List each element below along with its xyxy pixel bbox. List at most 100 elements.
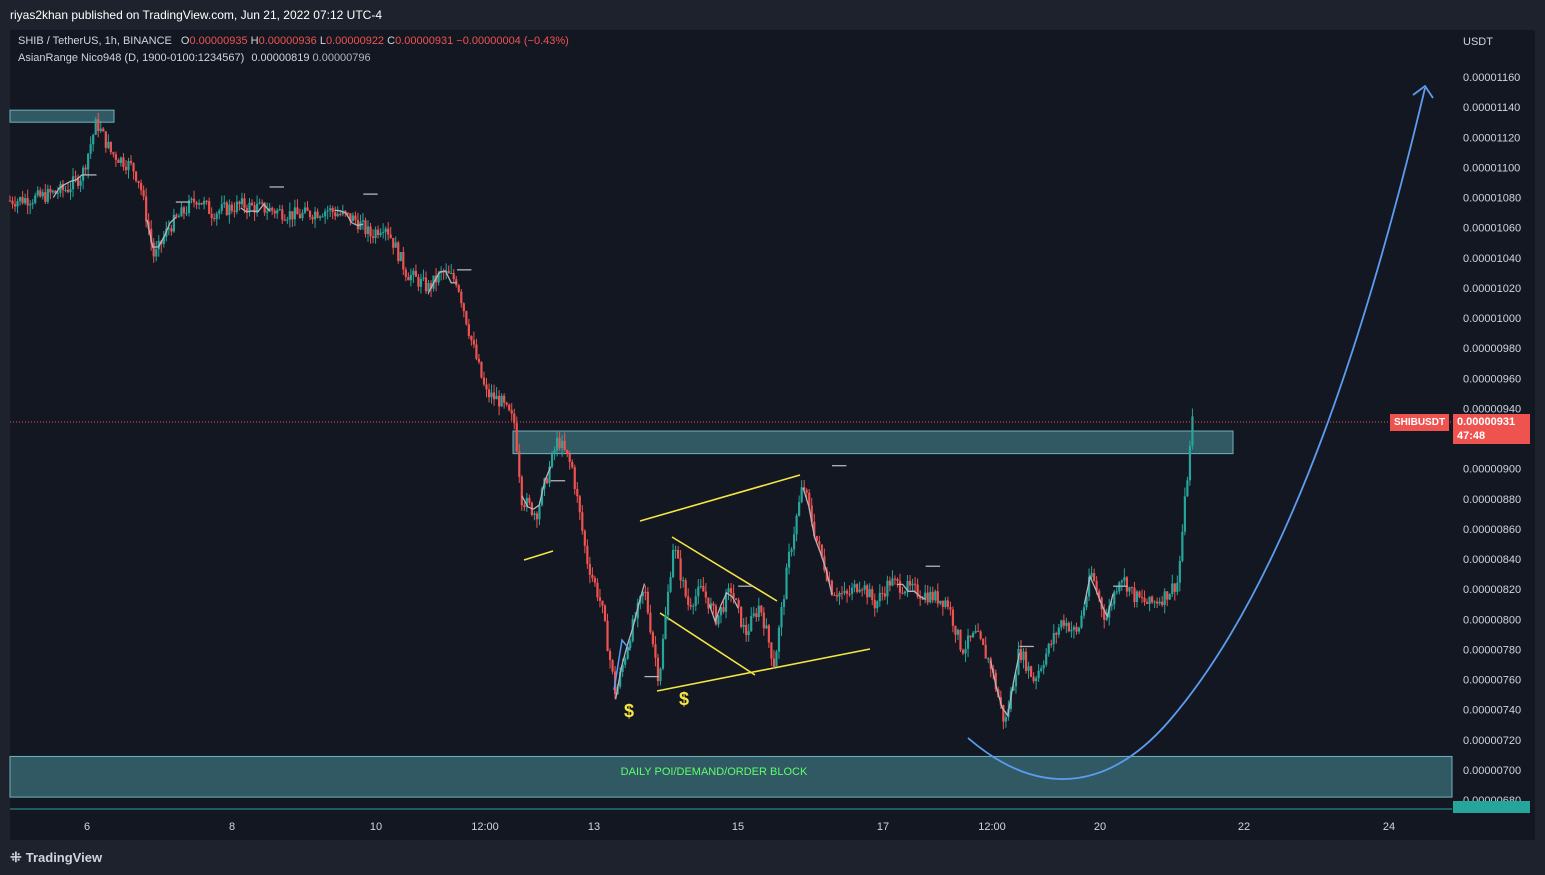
candle-body[interactable] <box>785 567 788 600</box>
candle-body[interactable] <box>525 497 528 508</box>
candle-body[interactable] <box>71 176 75 190</box>
candle-body[interactable] <box>26 198 29 206</box>
candle-body[interactable] <box>61 183 65 191</box>
candle-body[interactable] <box>1103 609 1106 620</box>
candle-body[interactable] <box>803 487 806 491</box>
candle-body[interactable] <box>197 202 201 205</box>
candle-body[interactable] <box>21 197 24 204</box>
candle-body[interactable] <box>1062 620 1065 626</box>
candle-body[interactable] <box>954 625 957 635</box>
candle-body[interactable] <box>39 190 42 197</box>
candle-body[interactable] <box>505 402 508 405</box>
candle-body[interactable] <box>684 580 687 597</box>
candle-body[interactable] <box>59 183 62 193</box>
candle-body[interactable] <box>984 644 987 659</box>
candle-body[interactable] <box>919 596 922 599</box>
candle-body[interactable] <box>588 563 591 575</box>
candle-body[interactable] <box>240 198 244 205</box>
candle-body[interactable] <box>503 395 506 403</box>
tradingview-logo[interactable]: ⁜ TradingView <box>10 849 102 866</box>
candle-body[interactable] <box>66 189 70 193</box>
candle-body[interactable] <box>510 410 513 414</box>
candle-body[interactable] <box>1012 686 1015 691</box>
candle-body[interactable] <box>46 188 49 202</box>
candle-body[interactable] <box>119 157 123 164</box>
candle-body[interactable] <box>51 190 54 193</box>
candle-body[interactable] <box>409 274 412 281</box>
candle-body[interactable] <box>566 449 569 455</box>
candle-body[interactable] <box>414 270 418 277</box>
candle-body[interactable] <box>192 198 196 203</box>
candle-body[interactable] <box>765 625 768 629</box>
candle-body[interactable] <box>1171 583 1174 595</box>
candle-body[interactable] <box>134 171 138 181</box>
candle-body[interactable] <box>311 217 314 220</box>
candle-body[interactable] <box>472 340 475 345</box>
candle-body[interactable] <box>500 395 503 407</box>
candle-body[interactable] <box>946 600 949 608</box>
candle-body[interactable] <box>903 591 907 594</box>
candle-body[interactable] <box>782 599 786 608</box>
candle-body[interactable] <box>561 440 564 449</box>
candle-body[interactable] <box>498 395 501 407</box>
candle-body[interactable] <box>798 502 801 516</box>
candle-body[interactable] <box>679 558 682 581</box>
candle-body[interactable] <box>586 545 589 564</box>
candle-body[interactable] <box>858 589 861 592</box>
candle-body[interactable] <box>1181 531 1184 561</box>
candle-body[interactable] <box>682 580 685 582</box>
candle-body[interactable] <box>429 283 433 289</box>
candle-body[interactable] <box>659 668 662 682</box>
candle-body[interactable] <box>140 182 143 191</box>
candle-body[interactable] <box>929 591 932 603</box>
candle-body[interactable] <box>553 450 556 453</box>
candle-body[interactable] <box>1148 596 1151 604</box>
candle-body[interactable] <box>866 585 869 598</box>
candle-body[interactable] <box>951 609 955 626</box>
candle-body[interactable] <box>170 228 173 232</box>
candle-body[interactable] <box>397 242 400 262</box>
candle-body[interactable] <box>1004 717 1007 722</box>
candle-body[interactable] <box>1138 591 1141 598</box>
candle-body[interactable] <box>891 578 894 586</box>
candle-body[interactable] <box>326 210 329 212</box>
candle-body[interactable] <box>389 234 392 238</box>
candle-body[interactable] <box>485 384 488 390</box>
candle-body[interactable] <box>308 210 312 218</box>
candle-body[interactable] <box>868 589 871 598</box>
candle-body[interactable] <box>843 590 846 594</box>
candle-body[interactable] <box>717 615 720 625</box>
candle-body[interactable] <box>974 630 977 633</box>
candle-body[interactable] <box>545 478 549 484</box>
candle-body[interactable] <box>987 658 990 660</box>
candle-body[interactable] <box>495 395 498 400</box>
candle-body[interactable] <box>331 208 334 213</box>
candle-body[interactable] <box>1163 591 1166 605</box>
candle-body[interactable] <box>129 160 133 164</box>
candle-body[interactable] <box>306 207 309 211</box>
candle-body[interactable] <box>939 600 942 604</box>
candle-body[interactable] <box>24 198 27 204</box>
candle-body[interactable] <box>177 216 181 218</box>
candle-body[interactable] <box>606 620 609 652</box>
candle-body[interactable] <box>1128 587 1131 592</box>
candle-body[interactable] <box>492 392 496 400</box>
candle-body[interactable] <box>379 232 382 235</box>
candle-body[interactable] <box>1040 668 1043 671</box>
candle-body[interactable] <box>1105 617 1108 620</box>
candle-body[interactable] <box>914 583 917 585</box>
candle-body[interactable] <box>404 269 407 277</box>
candle-body[interactable] <box>1115 591 1118 593</box>
candle-body[interactable] <box>266 211 269 213</box>
candle-body[interactable] <box>399 252 402 262</box>
candle-body[interactable] <box>742 624 745 627</box>
candle-body[interactable] <box>387 228 390 235</box>
candle-body[interactable] <box>112 152 115 155</box>
candle-body[interactable] <box>1014 674 1018 687</box>
candle-body[interactable] <box>253 205 256 213</box>
candle-body[interactable] <box>1120 580 1123 583</box>
candle-body[interactable] <box>82 167 85 181</box>
candle-body[interactable] <box>722 607 725 612</box>
candle-body[interactable] <box>1022 651 1025 661</box>
candle-body[interactable] <box>674 549 677 551</box>
